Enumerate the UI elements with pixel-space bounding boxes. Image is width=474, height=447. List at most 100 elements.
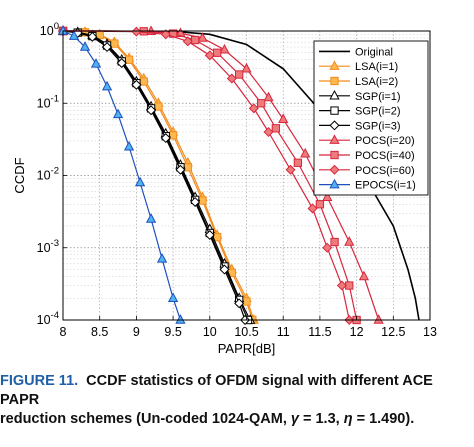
series-line-8 [63,30,350,321]
legend-marker [329,178,340,189]
eta-symbol: η [343,411,353,427]
y-tick-label: 10-2 [37,166,59,183]
x-tick-label: 13 [423,325,437,339]
caption-line-1: CCDF statistics of OFDM signal with diff… [0,373,433,408]
legend-label: SGP(i=3) [355,120,401,132]
series-line-6 [63,30,380,321]
series-5-point [87,31,98,42]
series-9-point [167,292,179,302]
series-7-point [257,99,266,108]
gamma-symbol: γ [290,411,299,427]
legend-label: LSA(i=2) [355,76,398,88]
series-8-point [160,29,171,40]
series-2-point [154,102,163,111]
x-tick-label: 12 [350,325,364,339]
legend-label: POCS(i=40) [355,150,415,162]
series-2-point [124,55,134,64]
x-tick-label: 12.5 [381,325,405,339]
series-7-point [330,237,339,247]
figure-caption: FIGURE 11. CCDF statistics of OFDM signal… [0,372,474,429]
series-6-point [278,113,289,124]
series-9-point [79,41,91,51]
legend-label: LSA(i=1) [355,61,398,73]
series-7-point [315,200,325,209]
legend-marker [330,150,339,160]
series-5-point [219,264,230,275]
series-9-point [90,58,102,68]
caption-line-2a: reduction schemes (Un-coded 1024-QAM, [0,411,291,427]
series-6-point [344,236,355,246]
series-6-point [300,147,311,158]
series-8-point [263,126,274,138]
series-9-point [123,140,135,151]
legend-marker [329,120,340,131]
x-tick-label: 9.5 [164,325,181,339]
series-8-point [322,242,333,253]
caption-line-2c: = 1.490). [352,411,415,427]
legend-label: EPOCS(i=1) [355,180,416,192]
series-7-point [235,70,244,79]
series-5-point [204,230,215,241]
series-5-point [175,164,186,175]
series-8-point [307,203,318,214]
series-6-point [263,91,274,102]
legend-marker [329,60,340,70]
series-8-point [204,50,215,61]
series-8-point [285,164,296,175]
series-9-point [101,80,113,91]
series-5-point [160,133,171,144]
y-tick-label: 10-4 [37,310,59,327]
series-8-point [226,73,237,84]
x-tick-label: 11.5 [308,325,331,339]
series-8-point [131,26,142,37]
series-6-point [175,27,186,38]
y-axis-label: CCDF [12,157,27,193]
legend-label: SGP(i=1) [355,91,401,103]
x-tick-label: 10.5 [234,325,258,339]
series-8-point [182,36,193,47]
series-6-point [219,43,230,54]
series-9-point [156,253,168,263]
legend-marker [329,164,340,175]
x-tick-label: 8.5 [91,325,108,339]
series-5-point [131,79,142,90]
x-tick-label: 8 [60,325,67,339]
y-tick-label: 100 [40,21,59,38]
series-7-point [271,124,281,133]
series-5-point [190,196,201,207]
series-6-point [197,32,208,42]
series-5-point [146,105,157,116]
x-tick-label: 11 [277,325,290,339]
series-9-point [134,176,146,187]
y-tick-label: 10-1 [37,93,59,110]
series-2-point [139,77,148,86]
caption-line-2b: = 1.3, [298,411,344,427]
y-tick-label: 10-3 [37,238,59,255]
figure-label: FIGURE 11. [0,373,79,389]
series-9-point [145,213,157,223]
series-5-point [116,58,127,69]
legend-label: POCS(i=60) [355,165,415,177]
series-9-point [112,108,124,119]
series-8-point [336,280,347,291]
legend-marker [330,76,339,86]
legend-label: SGP(i=2) [355,106,401,118]
series-line-7 [63,30,358,321]
series-6-point [322,191,333,201]
legend-marker [330,106,339,115]
ccdf-chart: 8 8.5 9 9.5 10 10.5 11 11.5 12 12.5 13 100 10-1 10-2 1… [12,21,437,356]
x-tick-label: 10 [203,325,217,339]
x-axis-label: PAPR[dB] [218,341,276,356]
series-2-point [110,39,119,48]
series-6-point [373,314,384,324]
series-7-point [212,48,222,57]
series-7-point [293,158,303,167]
series-5-point [102,42,113,53]
series-6-point [241,62,252,73]
legend-label: Original [355,46,393,58]
series-6-point [358,270,370,281]
legend-marker [329,134,340,144]
legend-label: POCS(i=20) [355,135,415,147]
x-tick-label: 9 [133,325,140,339]
